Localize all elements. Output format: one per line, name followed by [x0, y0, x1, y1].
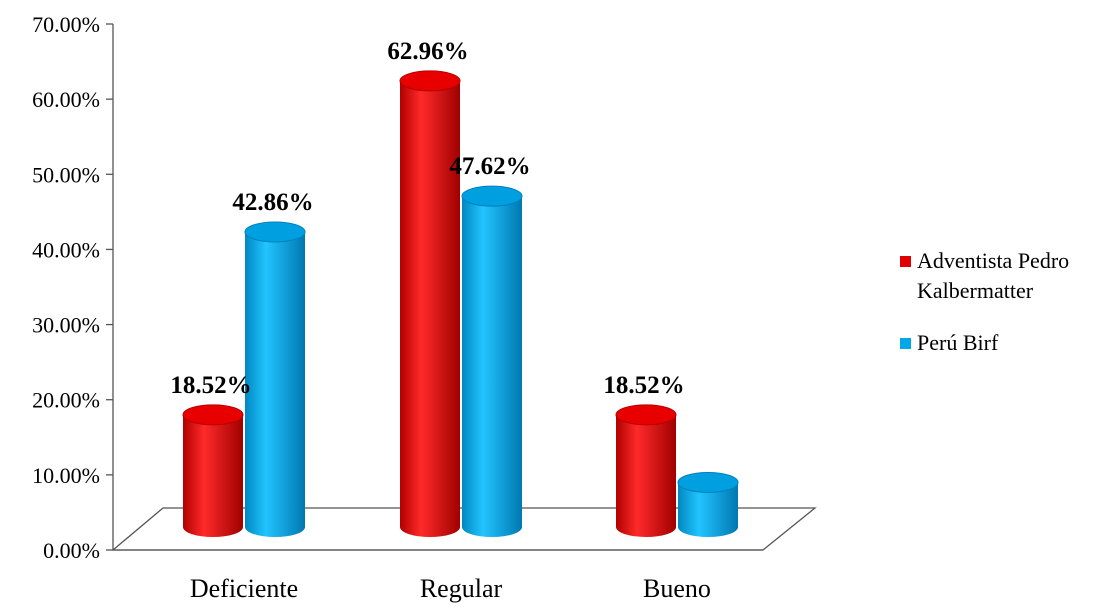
data-label-series-2-regular: 47.62% — [449, 153, 530, 180]
bar-body — [245, 231, 305, 537]
bar-top — [244, 221, 306, 243]
data-label-series-2-deficiente: 42.86% — [232, 189, 313, 216]
bar-series-2-bueno — [677, 471, 739, 537]
legend-item-series-1: Adventista Pedro Kalbermatter — [900, 246, 1095, 306]
y-tick-label: 40.00% — [32, 237, 100, 262]
bar-body — [678, 482, 738, 537]
y-tick-label: 30.00% — [32, 313, 100, 338]
x-tick-label-regular: Regular — [420, 574, 503, 603]
bar-body — [462, 196, 522, 537]
y-tick-label: 10.00% — [32, 463, 100, 488]
data-labels: 18.52% 42.86% 62.96% 47.62% 18.52% — [170, 38, 684, 399]
bar-series-2-deficiente — [244, 221, 306, 537]
data-label-series-1-regular: 62.96% — [387, 38, 468, 65]
bar-series-1-bueno — [615, 404, 677, 537]
x-tick-label-deficiente: Deficiente — [190, 574, 298, 603]
y-tick-label: 0.00% — [43, 538, 100, 563]
bar-top — [615, 404, 677, 426]
y-tick-label: 50.00% — [32, 162, 100, 187]
legend-item-series-2: Perú Birf — [900, 328, 1095, 358]
bar-body — [616, 414, 676, 537]
y-tick-label: 70.00% — [32, 12, 100, 37]
y-tick-label: 20.00% — [32, 388, 100, 413]
bar-body — [183, 414, 243, 537]
bar-body — [400, 80, 460, 537]
y-axis: 0.00% 10.00% 20.00% 30.00% 40.00% 50.00% 60.00… — [32, 12, 763, 563]
x-axis-categories: Deficiente Regular Bueno — [190, 574, 711, 603]
bar-series-1-regular — [399, 70, 461, 537]
bar-series-2-regular — [461, 185, 523, 537]
y-tick-label: 60.00% — [32, 87, 100, 112]
bar-top — [182, 404, 244, 426]
bars — [182, 70, 739, 537]
legend-label-series-1: Adventista Pedro Kalbermatter — [917, 248, 1070, 303]
legend: Adventista Pedro Kalbermatter Perú Birf — [900, 246, 1095, 380]
legend-swatch-series-1 — [900, 256, 911, 267]
bar-series-1-deficiente — [182, 404, 244, 537]
legend-swatch-series-2 — [900, 338, 911, 349]
x-tick-label-bueno: Bueno — [643, 574, 711, 603]
data-label-series-1-deficiente: 18.52% — [170, 372, 251, 399]
data-label-series-1-bueno: 18.52% — [603, 372, 684, 399]
bar-top — [461, 185, 523, 207]
bar-top — [677, 471, 739, 493]
bar-top — [399, 70, 461, 92]
legend-label-series-2: Perú Birf — [917, 330, 999, 355]
